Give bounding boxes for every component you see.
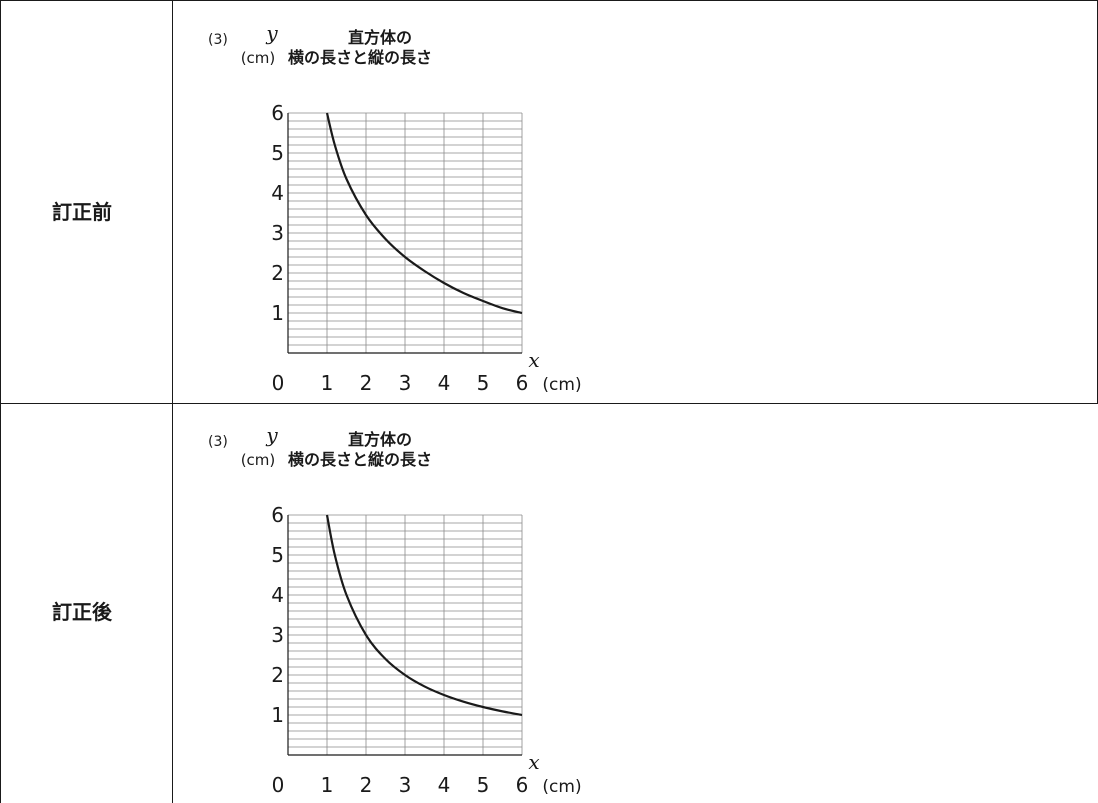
table-divider-column — [172, 0, 173, 803]
chart1-y-tick-label: 1 — [271, 703, 284, 727]
chart1-y-tick-label: 3 — [271, 623, 284, 647]
chart1-x-unit-label: (cm) — [542, 777, 581, 797]
chart1-y-tick-label: 6 — [271, 503, 284, 527]
chart1-title-line2: 横の長さと縦の長さ — [288, 450, 432, 469]
chart1-y-tick-label: 5 — [271, 543, 284, 567]
chart0-title-line1: 直方体の — [348, 28, 412, 47]
chart1-y-tick-label: 4 — [271, 583, 284, 607]
chart1-x-tick-label: 4 — [438, 773, 451, 797]
chart0-origin-label: 0 — [272, 371, 285, 395]
chart0-y-tick-label: 6 — [271, 101, 284, 125]
chart1-origin-label: 0 — [272, 773, 285, 797]
chart1-series-line — [325, 514, 523, 717]
chart0-x-axis-label: x — [528, 348, 539, 372]
chart1-y-tick-label: 2 — [271, 663, 284, 687]
chart0-y-tick-label: 5 — [271, 141, 284, 165]
chart0-y-tick-label: 4 — [271, 181, 284, 205]
row-label-before: 訂正前 — [52, 200, 112, 224]
chart1-x-tick-label: 3 — [399, 773, 412, 797]
chart1-number-label: (3) — [208, 434, 228, 450]
chart0-title-line2: 横の長さと縦の長さ — [288, 48, 432, 67]
chart0-y-unit-label: (cm) — [241, 49, 276, 67]
chart0-x-tick-label: 5 — [477, 371, 490, 395]
table-border-left — [0, 0, 1, 803]
chart0-y-axis-label: y — [265, 21, 278, 45]
chart1-x-tick-label: 2 — [360, 773, 373, 797]
chart0-x-tick-label: 4 — [438, 371, 451, 395]
chart0-grid — [287, 112, 523, 354]
chart0-x-tick-label: 2 — [360, 371, 373, 395]
chart0-y-tick-label: 3 — [271, 221, 284, 245]
chart-after: (3) y (cm) 直方体の 横の長さと縦の長さ 1 2 3 4 5 6 0 1 2 3 4 5 6 (cm) x — [200, 420, 600, 800]
chart-before: (3) y (cm) 直方体の 横の長さと縦の長さ 1 2 3 4 5 6 0 1 2 3 4 5 6 (cm) x — [200, 18, 600, 398]
chart0-x-tick-label: 3 — [399, 371, 412, 395]
chart1-y-unit-label: (cm) — [241, 451, 276, 469]
chart0-x-tick-label: 6 — [516, 371, 529, 395]
chart0-series-line — [325, 112, 523, 315]
chart0-y-tick-label: 1 — [271, 301, 284, 325]
chart1-grid — [287, 514, 523, 756]
chart1-y-axis-label: y — [265, 423, 278, 447]
chart0-x-tick-label: 1 — [321, 371, 334, 395]
chart1-title-line1: 直方体の — [348, 430, 412, 449]
chart1-x-axis-label: x — [528, 750, 539, 774]
row-label-after: 訂正後 — [52, 600, 112, 624]
chart0-y-tick-label: 2 — [271, 261, 284, 285]
chart0-number-label: (3) — [208, 32, 228, 48]
table-divider-row — [0, 403, 1098, 404]
chart1-x-tick-label: 5 — [477, 773, 490, 797]
table-border-top — [0, 0, 1098, 1]
chart1-x-tick-label: 6 — [516, 773, 529, 797]
chart1-x-tick-label: 1 — [321, 773, 334, 797]
chart0-x-unit-label: (cm) — [542, 375, 581, 395]
